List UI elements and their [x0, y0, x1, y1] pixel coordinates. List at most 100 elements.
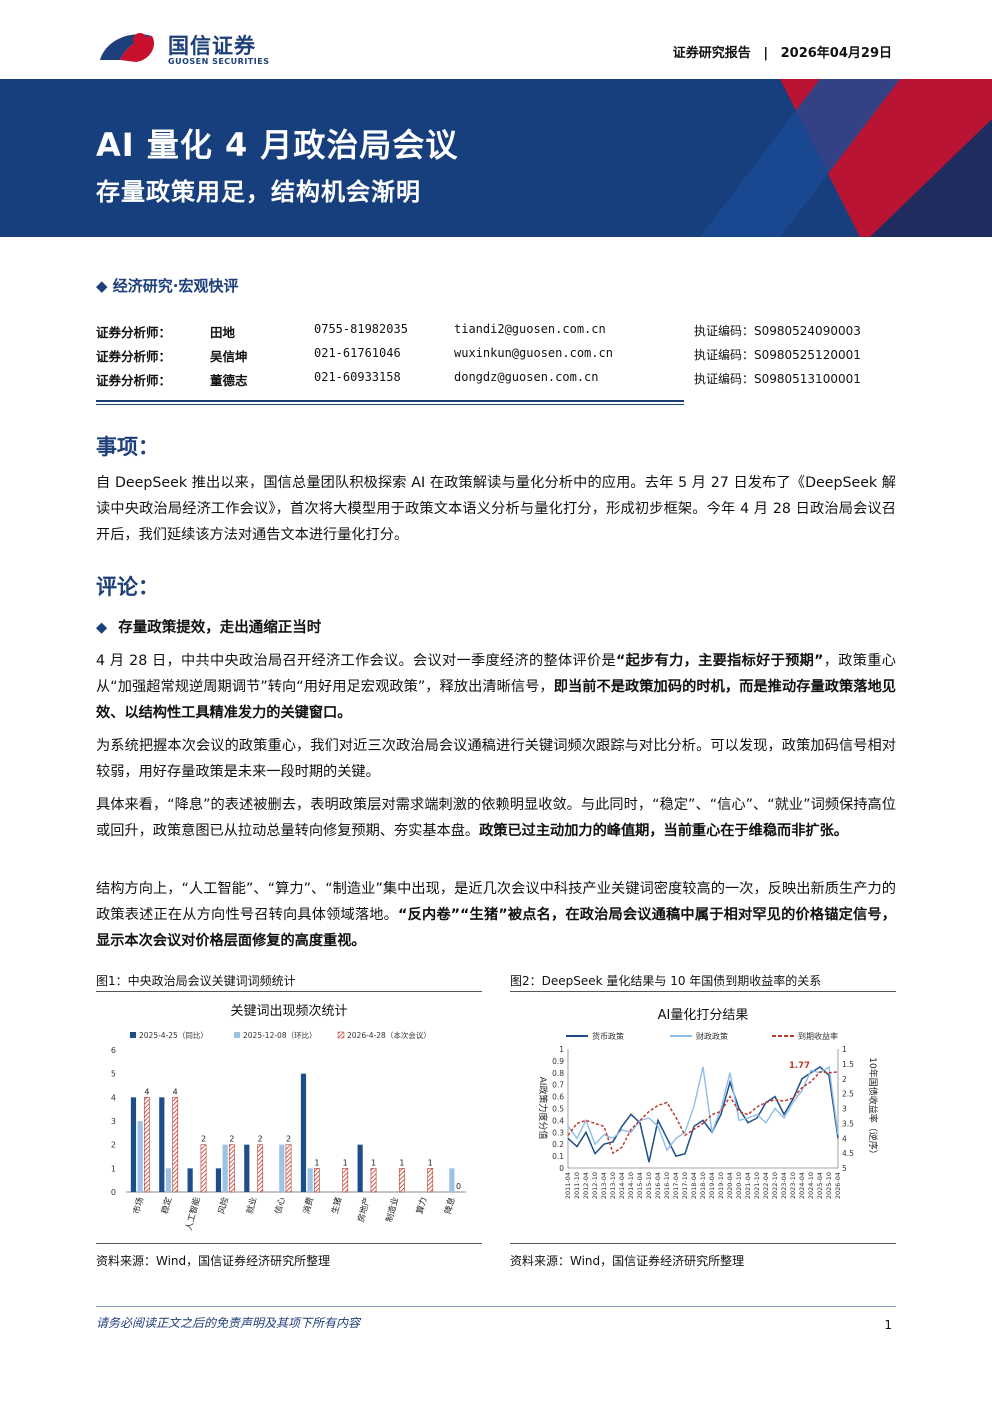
bar [279, 1144, 285, 1192]
y-left-tick-label: 0 [559, 1164, 564, 1173]
analyst-email[interactable]: tiandi2@guosen.com.cn [454, 322, 606, 336]
x-tick-label: 2024-10 [807, 1172, 815, 1199]
legend-label: 2025-4-25（同比） [139, 1030, 208, 1040]
chart1-title: 关键词出现频次统计 [230, 1003, 347, 1019]
x-tick-label: 2025-10 [825, 1172, 833, 1199]
analyst-phone: 0755-81982035 [314, 322, 408, 336]
brand-name-cn: 国信证券 [168, 34, 256, 58]
legend-label: 2026-4-28（本次会议） [347, 1030, 431, 1040]
paragraph-3: 具体来看，“降息”的表述被删去，表明政策层对需求端刺激的依赖明显收敛。与此同时，… [96, 792, 896, 844]
x-tick-label: 2016-04 [654, 1172, 662, 1199]
series-line [567, 1065, 839, 1152]
comment-heading: 评论： [96, 575, 159, 599]
bar [244, 1144, 250, 1192]
title-banner [0, 79, 992, 237]
x-tick-label: 2021-10 [753, 1172, 761, 1199]
series-line [567, 1071, 839, 1155]
y-tick-label: 0 [111, 1188, 116, 1197]
data-label: 2 [229, 1135, 234, 1144]
annotation-label: 1.77 [789, 1061, 810, 1071]
analyst-cert: 执证编码：S0980513100001 [694, 372, 861, 386]
analyst-label: 证券分析师： [96, 373, 172, 388]
y-right-tick-label: 2 [842, 1075, 847, 1084]
y-right-tick-label: 1.5 [842, 1060, 854, 1069]
brand-name-en: GUOSEN SECURITIES [168, 57, 270, 66]
bar [398, 1168, 405, 1193]
x-tick-label: 2025-04 [816, 1172, 824, 1199]
x-tick-label: 2019-10 [717, 1172, 725, 1199]
bar [228, 1144, 235, 1193]
x-tick-label: 2018-10 [699, 1172, 707, 1199]
x-tick-label: 2020-04 [726, 1172, 734, 1199]
data-label: 2 [258, 1135, 263, 1144]
paragraph-4: 结构方向上，“人工智能”、“算力”、“制造业”集中出现，是近几次会议中科技产业关… [96, 876, 896, 954]
bar [300, 1073, 307, 1192]
brand-logo [96, 26, 162, 72]
y-right-tick-label: 3.5 [842, 1119, 854, 1128]
bar [172, 1097, 179, 1193]
category-label: 降息 [443, 1195, 458, 1215]
y-left-tick-label: 0.8 [552, 1069, 564, 1078]
y-left-tick-label: 0.2 [552, 1140, 564, 1149]
analyst-name: 董德志 [210, 373, 248, 388]
paragraph-1: 4 月 28 日，中共中央政治局召开经济工作会议。会议对一季度经济的整体评价是“… [96, 648, 896, 726]
chart2-title: AI量化打分结果 [658, 1008, 749, 1023]
x-tick-label: 2017-04 [672, 1172, 680, 1199]
figure2-caption: 图2：DeepSeek 量化结果与 10 年国债到期收益率的关系 [510, 974, 822, 988]
analyst-cert: 执证编码：S0980525120001 [694, 348, 861, 362]
data-label: 1 [428, 1158, 433, 1167]
bullet-heading: ◆ 存量政策提效，走出通缩正当时 [96, 616, 321, 637]
report-subtitle: 存量政策用足，结构机会渐明 [96, 178, 421, 206]
category-label: 算力 [414, 1196, 429, 1215]
x-tick-label: 2015-04 [636, 1172, 644, 1199]
data-label: 1 [343, 1158, 348, 1167]
y-left-tick-label: 0.1 [552, 1152, 564, 1161]
report-title: AI 量化 4 月政治局会议 [96, 126, 459, 164]
x-tick-label: 2022-04 [762, 1172, 770, 1199]
analyst-name: 田地 [210, 325, 236, 340]
x-tick-label: 2026-04 [834, 1172, 842, 1199]
divider [96, 404, 684, 405]
x-tick-label: 2017-10 [681, 1172, 689, 1199]
x-tick-label: 2024-04 [798, 1172, 806, 1199]
bar [187, 1168, 193, 1192]
y-tick-label: 6 [111, 1046, 116, 1055]
data-label: 4 [173, 1087, 178, 1096]
analyst-label: 证券分析师： [96, 325, 172, 340]
series-line [567, 1065, 839, 1163]
figure2-rule [510, 991, 896, 992]
y-right-tick-label: 3 [842, 1105, 847, 1114]
p4-bold-b: “反内卷”“生猪”被点名，在政治局会议通稿中属于相对罕见的价格锚定信号，显示本次… [96, 907, 896, 949]
bar [342, 1168, 349, 1193]
banner-decoration [700, 79, 992, 237]
p1-bold-d: 即当前不是政策加码的时机，而是推动存量政策落地见效、以结构性工具精准发力的关键窗… [96, 679, 896, 721]
legend-swatch [234, 1032, 240, 1038]
y-left-tick-label: 0.4 [552, 1116, 564, 1125]
y-tick-label: 4 [111, 1093, 116, 1102]
footer-disclaimer[interactable]: 请务必阅读正文之后的免责声明及其项下所有内容 [96, 1316, 361, 1330]
data-label: 2 [201, 1135, 206, 1144]
analyst-email[interactable]: wuxinkun@guosen.com.cn [454, 346, 613, 360]
bar [143, 1097, 150, 1193]
y-tick-label: 5 [111, 1070, 116, 1079]
legend-swatch [337, 1031, 345, 1039]
legend-label: 财政政策 [696, 1031, 728, 1041]
x-tick-label: 2023-10 [789, 1172, 797, 1199]
analyst-row: 证券分析师： 田地 0755-81982035 tiandi2@guosen.c… [96, 322, 896, 344]
bar [165, 1168, 172, 1192]
figure1-rule [96, 991, 482, 992]
y-left-tick-label: 0.5 [552, 1105, 564, 1114]
x-tick-label: 2011-04 [564, 1172, 572, 1199]
figure1-source: 资料来源：Wind，国信证券经济研究所整理 [96, 1254, 331, 1268]
p1-text-c: ，政策重心从“加强超常规逆周期调节”转向“用好用足宏观政策”，释放出清晰信号， [96, 653, 896, 695]
category-label: 房地产 [356, 1196, 373, 1223]
y-right-tick-label: 2.5 [842, 1090, 854, 1099]
category-label: 消费 [301, 1195, 316, 1215]
analyst-email[interactable]: dongdz@guosen.com.cn [454, 370, 599, 384]
analyst-name: 吴信坤 [210, 349, 248, 364]
x-tick-label: 2012-04 [582, 1172, 590, 1199]
header-separator: | [763, 46, 769, 61]
legend-swatch [130, 1032, 136, 1038]
p1-text-a: 4 月 28 日，中共中央政治局召开经济工作会议。会议对一季度经济的整体评价是 [96, 653, 617, 669]
x-tick-label: 2013-04 [600, 1172, 608, 1199]
